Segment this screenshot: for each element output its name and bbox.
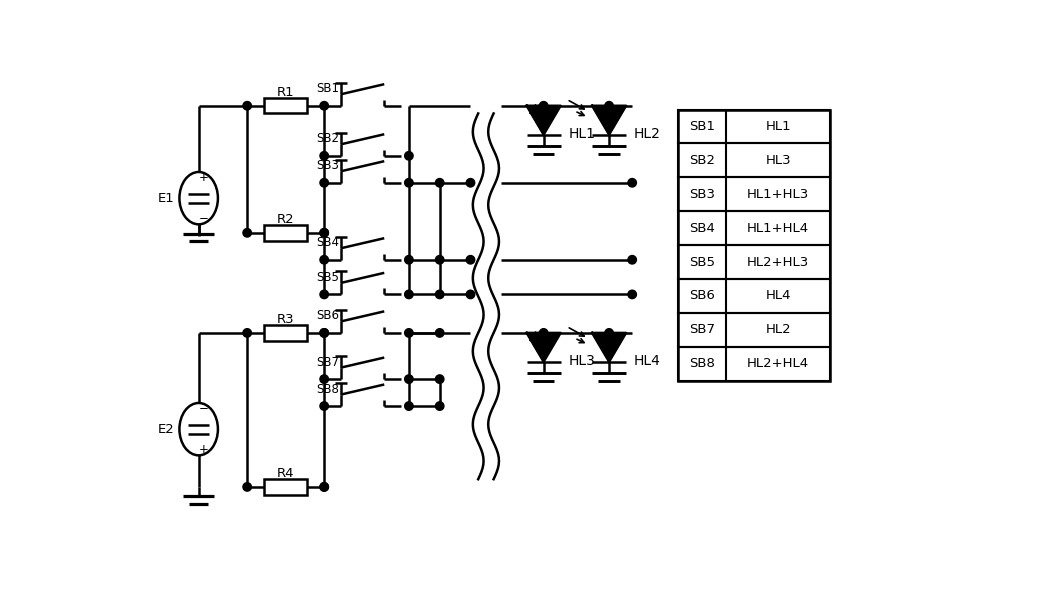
Circle shape <box>436 290 444 299</box>
Circle shape <box>405 179 414 187</box>
Text: SB6: SB6 <box>317 310 339 322</box>
Circle shape <box>320 229 328 237</box>
Bar <box>678 110 830 380</box>
Text: SB7: SB7 <box>317 356 339 368</box>
Text: SB5: SB5 <box>689 256 715 268</box>
Bar <box>264 479 307 495</box>
Text: R2: R2 <box>276 213 294 226</box>
Text: HL1+HL3: HL1+HL3 <box>747 188 809 201</box>
Circle shape <box>628 290 637 299</box>
Text: SB4: SB4 <box>317 237 339 249</box>
Bar <box>678 110 830 144</box>
Text: HL3: HL3 <box>765 154 791 167</box>
Circle shape <box>405 290 414 299</box>
Circle shape <box>243 329 252 337</box>
Text: SB4: SB4 <box>689 222 715 235</box>
Circle shape <box>320 375 328 383</box>
Circle shape <box>320 402 328 410</box>
Text: −: − <box>199 402 208 415</box>
Text: +: + <box>199 171 208 184</box>
Circle shape <box>320 101 328 110</box>
Text: E2: E2 <box>158 423 174 435</box>
Text: SB8: SB8 <box>317 383 339 395</box>
Text: HL2: HL2 <box>634 127 660 141</box>
Text: R3: R3 <box>276 313 294 326</box>
Circle shape <box>605 101 613 110</box>
Circle shape <box>539 329 547 337</box>
Circle shape <box>436 375 444 383</box>
Circle shape <box>320 290 328 299</box>
Circle shape <box>243 229 252 237</box>
Text: HL1: HL1 <box>765 120 791 133</box>
Text: HL2+HL4: HL2+HL4 <box>747 357 809 370</box>
Bar <box>264 225 307 241</box>
Text: R4: R4 <box>277 467 294 480</box>
Text: SB1: SB1 <box>689 120 715 133</box>
Circle shape <box>405 152 414 160</box>
Polygon shape <box>526 333 560 362</box>
Text: SB3: SB3 <box>689 188 715 201</box>
Bar <box>678 144 830 177</box>
Circle shape <box>467 290 475 299</box>
Text: HL3: HL3 <box>569 355 595 368</box>
Circle shape <box>320 179 328 187</box>
Circle shape <box>628 179 637 187</box>
Circle shape <box>405 375 414 383</box>
Text: E1: E1 <box>158 192 174 205</box>
Text: SB5: SB5 <box>317 271 339 284</box>
Polygon shape <box>592 333 626 362</box>
Circle shape <box>243 483 252 491</box>
Bar <box>678 245 830 279</box>
Text: HL2+HL3: HL2+HL3 <box>747 256 809 268</box>
Circle shape <box>320 256 328 264</box>
Circle shape <box>405 402 414 410</box>
Polygon shape <box>592 106 626 135</box>
Text: SB8: SB8 <box>689 357 715 370</box>
Text: HL1+HL4: HL1+HL4 <box>747 222 809 235</box>
Text: HL1: HL1 <box>569 127 595 141</box>
Circle shape <box>467 179 475 187</box>
Text: +: + <box>199 443 208 456</box>
Circle shape <box>320 329 328 337</box>
Bar <box>264 98 307 113</box>
Circle shape <box>320 483 328 491</box>
Text: SB2: SB2 <box>317 132 339 146</box>
Text: R1: R1 <box>276 86 294 99</box>
Circle shape <box>436 329 444 337</box>
Bar <box>678 177 830 211</box>
Bar <box>678 279 830 313</box>
Bar <box>678 347 830 380</box>
Circle shape <box>605 329 613 337</box>
Text: SB1: SB1 <box>317 82 339 95</box>
Text: HL4: HL4 <box>765 289 791 302</box>
Text: HL2: HL2 <box>765 323 791 336</box>
Text: SB2: SB2 <box>689 154 715 167</box>
Bar <box>678 313 830 347</box>
Circle shape <box>243 101 252 110</box>
Text: −: − <box>199 213 208 225</box>
Circle shape <box>539 101 547 110</box>
Circle shape <box>320 152 328 160</box>
Circle shape <box>436 179 444 187</box>
Circle shape <box>320 229 328 237</box>
Circle shape <box>320 483 328 491</box>
Text: SB3: SB3 <box>317 159 339 173</box>
Circle shape <box>467 256 475 264</box>
Circle shape <box>405 329 414 337</box>
Circle shape <box>436 256 444 264</box>
Text: SB6: SB6 <box>689 289 715 302</box>
Circle shape <box>628 256 637 264</box>
Polygon shape <box>526 106 560 135</box>
Circle shape <box>405 256 414 264</box>
Text: HL4: HL4 <box>634 355 660 368</box>
Bar <box>678 211 830 245</box>
Text: SB7: SB7 <box>689 323 715 336</box>
Bar <box>264 325 307 341</box>
Circle shape <box>436 402 444 410</box>
Circle shape <box>320 329 328 337</box>
